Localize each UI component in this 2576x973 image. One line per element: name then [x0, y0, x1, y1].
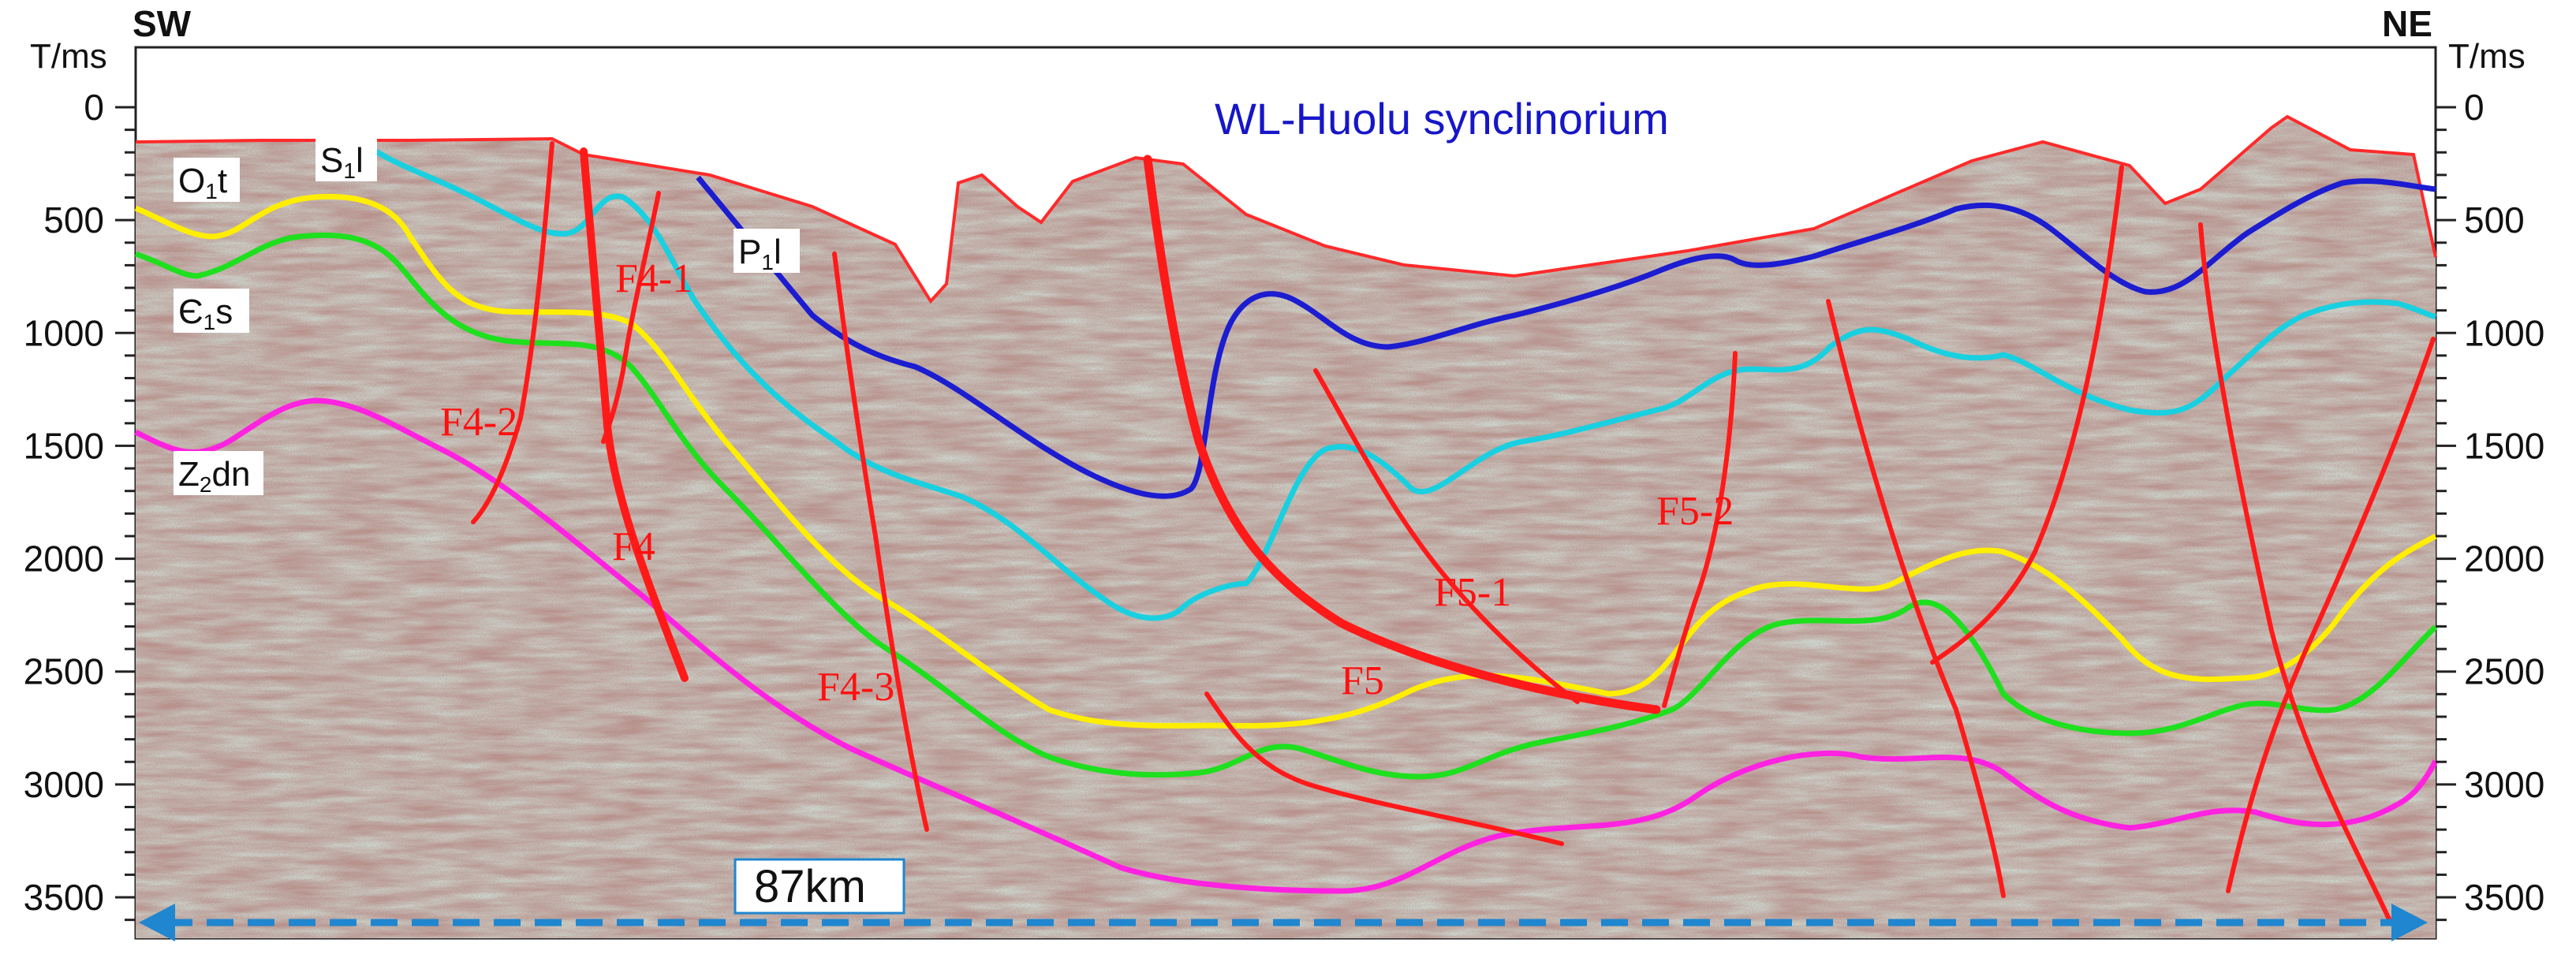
scale-bar-label: 87km	[754, 861, 866, 912]
layer-label-e1s: Є1s	[174, 289, 249, 334]
svg-text:Є1s: Є1s	[178, 293, 233, 334]
fault-ne-a	[1826, 299, 2006, 898]
fault-f5-1	[1313, 368, 1580, 704]
axis-tick-label: 3500	[2464, 877, 2544, 918]
layer-label-o1t: O1t	[174, 158, 240, 203]
axis-unit-left: T/ms	[30, 37, 107, 76]
scale-arrow-left	[139, 904, 175, 941]
axis-tick-label: 2000	[24, 539, 104, 580]
axis-tick-label: 500	[43, 199, 104, 240]
fault-label: F5-1	[1434, 570, 1511, 615]
seismic-texture	[136, 117, 2436, 938]
fault-lines	[471, 141, 2436, 923]
svg-text:Z2dn: Z2dn	[178, 455, 250, 497]
horizon-p1l	[696, 175, 2436, 499]
axis-right: 0 500 1000 1500 2000 2500 3000 3500	[2436, 87, 2544, 922]
axis-unit-right: T/ms	[2448, 37, 2526, 76]
fault-f4-1	[601, 191, 661, 444]
axis-tick-label: 3000	[24, 764, 104, 805]
layer-label-s1l: S1l	[315, 139, 377, 183]
direction-left: SW	[133, 3, 192, 44]
fault-label: F4	[612, 524, 655, 569]
layer-label-p1l: P1l	[734, 229, 800, 274]
svg-text:O1t: O1t	[178, 162, 227, 203]
horizon-z2dn	[134, 397, 2439, 894]
axis-tick-label: 1500	[2464, 425, 2544, 466]
surface-line	[135, 114, 2437, 304]
svg-text:S1l: S1l	[320, 141, 364, 183]
axis-tick-label: 2500	[2464, 651, 2544, 692]
axis-tick-label: 1500	[24, 425, 104, 466]
axis-tick-label: 0	[84, 87, 104, 128]
axis-tick-label: 3500	[24, 877, 104, 918]
axis-tick-label: 3000	[2464, 764, 2544, 805]
fault-label: F4-3	[817, 665, 894, 710]
axis-tick-label: 500	[2464, 199, 2525, 240]
fault-label: F5-2	[1656, 489, 1734, 534]
horizon-s1l	[362, 141, 2437, 621]
scale-bar: 87km	[139, 858, 2428, 941]
horizon-e1s	[134, 232, 2438, 780]
fault-label: F4-1	[615, 256, 693, 301]
axis-tick-label: 1000	[24, 312, 104, 353]
fault-ne-c	[2198, 222, 2392, 923]
section-title: WL-Huolu synclinorium	[1215, 94, 1669, 144]
axis-tick-label: 0	[2464, 87, 2485, 128]
svg-text:P1l: P1l	[738, 233, 782, 274]
fault-ne-b	[1930, 165, 2124, 665]
direction-right: NE	[2382, 3, 2432, 44]
horizon-o1t	[134, 193, 2437, 729]
fault-f5-2	[1662, 351, 1738, 708]
axis-tick-label: 1000	[2464, 312, 2544, 353]
fault-label: F4-2	[440, 400, 517, 445]
scale-arrow-right	[2391, 904, 2428, 941]
axis-left: 0 500 1000 1500 2000 2500 3000 3500	[24, 87, 136, 922]
axis-tick-label: 2000	[2464, 539, 2544, 580]
fault-f5	[1143, 155, 1661, 714]
fault-ne-d	[2226, 337, 2436, 893]
fault-label: F5	[1341, 658, 1384, 703]
fault-f4-2	[471, 141, 554, 524]
fault-f5-lower	[1204, 692, 1564, 846]
fault-f4-3	[832, 252, 929, 832]
axis-tick-label: 2500	[24, 651, 104, 692]
layer-label-z2dn: Z2dn	[174, 451, 263, 497]
